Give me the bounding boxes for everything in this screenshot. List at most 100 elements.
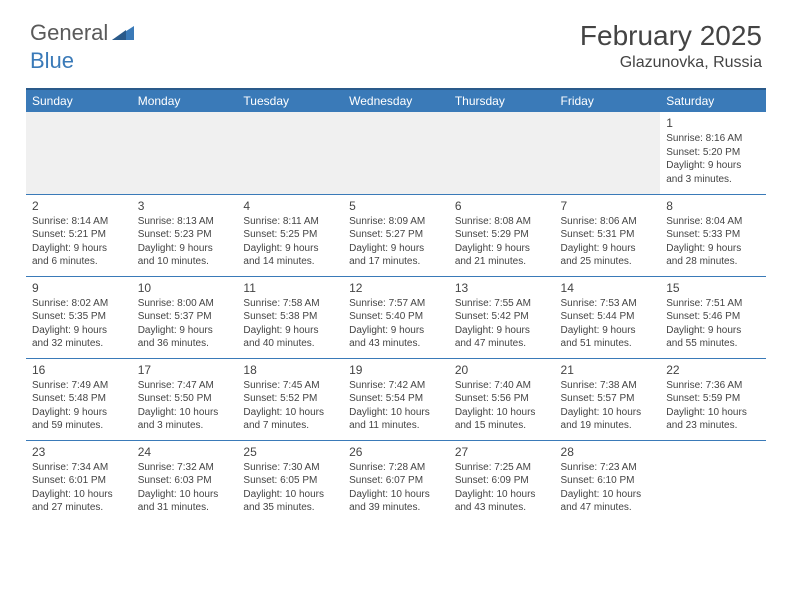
daylight-text: and 47 minutes. — [561, 501, 655, 515]
sunrise-text: Sunrise: 7:45 AM — [243, 379, 337, 393]
sunrise-text: Sunrise: 7:55 AM — [455, 297, 549, 311]
calendar-day-cell: 1Sunrise: 8:16 AMSunset: 5:20 PMDaylight… — [660, 112, 766, 194]
sunset-text: Sunset: 5:35 PM — [32, 310, 126, 324]
sunrise-text: Sunrise: 7:51 AM — [666, 297, 760, 311]
daylight-text: Daylight: 10 hours — [561, 488, 655, 502]
day-number: 25 — [243, 444, 337, 460]
sunset-text: Sunset: 5:59 PM — [666, 392, 760, 406]
calendar-day-cell: 8Sunrise: 8:04 AMSunset: 5:33 PMDaylight… — [660, 194, 766, 276]
sunrise-text: Sunrise: 7:32 AM — [138, 461, 232, 475]
location: Glazunovka, Russia — [580, 54, 762, 72]
sunset-text: Sunset: 5:52 PM — [243, 392, 337, 406]
daylight-text: Daylight: 10 hours — [455, 488, 549, 502]
daylight-text: and 25 minutes. — [561, 255, 655, 269]
sunrise-text: Sunrise: 7:28 AM — [349, 461, 443, 475]
calendar-day-cell: 18Sunrise: 7:45 AMSunset: 5:52 PMDayligh… — [237, 358, 343, 440]
weekday-row: SundayMondayTuesdayWednesdayThursdayFrid… — [26, 89, 766, 112]
logo-text-general: General — [30, 20, 108, 46]
day-number: 19 — [349, 362, 443, 378]
sunrise-text: Sunrise: 7:58 AM — [243, 297, 337, 311]
daylight-text: and 31 minutes. — [138, 501, 232, 515]
daylight-text: Daylight: 9 hours — [32, 242, 126, 256]
daylight-text: and 17 minutes. — [349, 255, 443, 269]
day-number: 1 — [666, 115, 760, 131]
daylight-text: and 6 minutes. — [32, 255, 126, 269]
daylight-text: and 21 minutes. — [455, 255, 549, 269]
sunset-text: Sunset: 6:07 PM — [349, 474, 443, 488]
daylight-text: Daylight: 9 hours — [32, 406, 126, 420]
daylight-text: and 28 minutes. — [666, 255, 760, 269]
sunset-text: Sunset: 5:21 PM — [32, 228, 126, 242]
calendar-day-cell: 26Sunrise: 7:28 AMSunset: 6:07 PMDayligh… — [343, 440, 449, 522]
sunrise-text: Sunrise: 7:49 AM — [32, 379, 126, 393]
header: General February 2025 Glazunovka, Russia — [0, 0, 792, 80]
sunset-text: Sunset: 5:38 PM — [243, 310, 337, 324]
daylight-text: and 47 minutes. — [455, 337, 549, 351]
calendar-day-cell: 20Sunrise: 7:40 AMSunset: 5:56 PMDayligh… — [449, 358, 555, 440]
sunrise-text: Sunrise: 7:53 AM — [561, 297, 655, 311]
daylight-text: Daylight: 9 hours — [243, 324, 337, 338]
daylight-text: and 39 minutes. — [349, 501, 443, 515]
calendar-day-cell: 17Sunrise: 7:47 AMSunset: 5:50 PMDayligh… — [132, 358, 238, 440]
sunrise-text: Sunrise: 8:14 AM — [32, 215, 126, 229]
daylight-text: Daylight: 10 hours — [561, 406, 655, 420]
logo: General — [30, 20, 136, 46]
sunrise-text: Sunrise: 8:00 AM — [138, 297, 232, 311]
calendar-head: SundayMondayTuesdayWednesdayThursdayFrid… — [26, 89, 766, 112]
calendar-day-cell: 25Sunrise: 7:30 AMSunset: 6:05 PMDayligh… — [237, 440, 343, 522]
daylight-text: and 3 minutes. — [666, 173, 760, 187]
sunset-text: Sunset: 5:48 PM — [32, 392, 126, 406]
daylight-text: and 43 minutes. — [455, 501, 549, 515]
calendar-empty-cell — [449, 112, 555, 194]
daylight-text: Daylight: 9 hours — [349, 242, 443, 256]
sunset-text: Sunset: 5:25 PM — [243, 228, 337, 242]
sunrise-text: Sunrise: 7:36 AM — [666, 379, 760, 393]
calendar-table: SundayMondayTuesdayWednesdayThursdayFrid… — [26, 88, 766, 522]
daylight-text: and 51 minutes. — [561, 337, 655, 351]
sunrise-text: Sunrise: 7:40 AM — [455, 379, 549, 393]
daylight-text: Daylight: 9 hours — [138, 242, 232, 256]
daylight-text: and 27 minutes. — [32, 501, 126, 515]
calendar-day-cell: 7Sunrise: 8:06 AMSunset: 5:31 PMDaylight… — [555, 194, 661, 276]
daylight-text: Daylight: 10 hours — [138, 488, 232, 502]
daylight-text: Daylight: 10 hours — [455, 406, 549, 420]
calendar-week-row: 23Sunrise: 7:34 AMSunset: 6:01 PMDayligh… — [26, 440, 766, 522]
day-number: 7 — [561, 198, 655, 214]
daylight-text: Daylight: 10 hours — [666, 406, 760, 420]
day-number: 27 — [455, 444, 549, 460]
sunrise-text: Sunrise: 8:09 AM — [349, 215, 443, 229]
calendar-day-cell: 16Sunrise: 7:49 AMSunset: 5:48 PMDayligh… — [26, 358, 132, 440]
sunset-text: Sunset: 5:57 PM — [561, 392, 655, 406]
sunset-text: Sunset: 5:20 PM — [666, 146, 760, 160]
daylight-text: Daylight: 10 hours — [243, 488, 337, 502]
weekday-header: Saturday — [660, 89, 766, 112]
day-number: 20 — [455, 362, 549, 378]
day-number: 2 — [32, 198, 126, 214]
daylight-text: and 40 minutes. — [243, 337, 337, 351]
day-number: 26 — [349, 444, 443, 460]
sunset-text: Sunset: 5:42 PM — [455, 310, 549, 324]
calendar-week-row: 2Sunrise: 8:14 AMSunset: 5:21 PMDaylight… — [26, 194, 766, 276]
day-number: 11 — [243, 280, 337, 296]
calendar-day-cell: 28Sunrise: 7:23 AMSunset: 6:10 PMDayligh… — [555, 440, 661, 522]
calendar-empty-cell — [343, 112, 449, 194]
triangle-icon — [112, 22, 134, 45]
daylight-text: and 11 minutes. — [349, 419, 443, 433]
day-number: 9 — [32, 280, 126, 296]
sunrise-text: Sunrise: 7:23 AM — [561, 461, 655, 475]
weekday-header: Friday — [555, 89, 661, 112]
weekday-header: Monday — [132, 89, 238, 112]
calendar-day-cell: 12Sunrise: 7:57 AMSunset: 5:40 PMDayligh… — [343, 276, 449, 358]
month-title: February 2025 — [580, 20, 762, 52]
daylight-text: Daylight: 10 hours — [138, 406, 232, 420]
sunrise-text: Sunrise: 7:42 AM — [349, 379, 443, 393]
daylight-text: Daylight: 10 hours — [32, 488, 126, 502]
logo-text-blue: Blue — [30, 48, 74, 73]
calendar-empty-cell — [26, 112, 132, 194]
daylight-text: Daylight: 9 hours — [561, 242, 655, 256]
daylight-text: Daylight: 10 hours — [349, 488, 443, 502]
daylight-text: Daylight: 9 hours — [666, 159, 760, 173]
sunrise-text: Sunrise: 8:06 AM — [561, 215, 655, 229]
sunrise-text: Sunrise: 8:08 AM — [455, 215, 549, 229]
calendar-day-cell: 3Sunrise: 8:13 AMSunset: 5:23 PMDaylight… — [132, 194, 238, 276]
